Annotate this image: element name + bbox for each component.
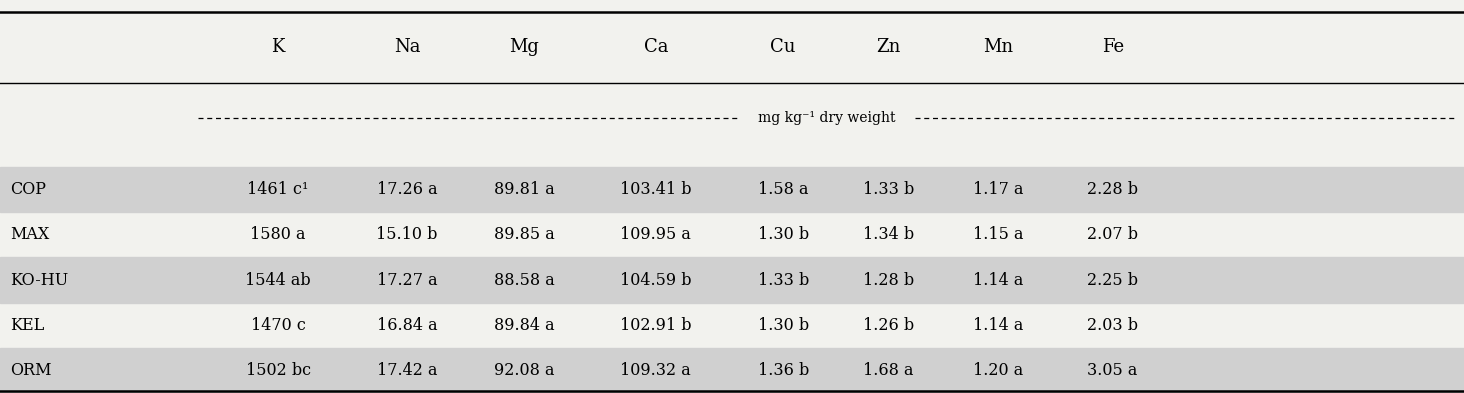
Text: 102.91 b: 102.91 b	[621, 317, 691, 334]
Text: 1580 a: 1580 a	[250, 226, 306, 243]
Text: 92.08 a: 92.08 a	[493, 362, 555, 379]
Text: 1.33 b: 1.33 b	[757, 272, 810, 288]
Text: 2.28 b: 2.28 b	[1088, 181, 1138, 198]
Text: KO-HU: KO-HU	[10, 272, 69, 288]
Text: 3.05 a: 3.05 a	[1088, 362, 1138, 379]
Text: 1.68 a: 1.68 a	[864, 362, 914, 379]
Text: ORM: ORM	[10, 362, 51, 379]
Text: Na: Na	[394, 38, 420, 56]
Bar	[0, 167, 1464, 212]
Text: 1461 c¹: 1461 c¹	[247, 181, 309, 198]
Text: 2.07 b: 2.07 b	[1088, 226, 1138, 243]
Text: Fe: Fe	[1101, 38, 1124, 56]
Text: 1.14 a: 1.14 a	[974, 272, 1023, 288]
Text: 1.34 b: 1.34 b	[864, 226, 914, 243]
Text: 2.03 b: 2.03 b	[1088, 317, 1138, 334]
Text: 88.58 a: 88.58 a	[493, 272, 555, 288]
Text: mg kg⁻¹ dry weight: mg kg⁻¹ dry weight	[758, 111, 896, 125]
Text: 2.25 b: 2.25 b	[1088, 272, 1138, 288]
Text: 1.58 a: 1.58 a	[758, 181, 808, 198]
Text: 1.20 a: 1.20 a	[974, 362, 1023, 379]
Text: 1.26 b: 1.26 b	[864, 317, 914, 334]
Text: Ca: Ca	[644, 38, 668, 56]
Text: 109.32 a: 109.32 a	[621, 362, 691, 379]
Text: Mg: Mg	[509, 38, 539, 56]
Text: 1502 bc: 1502 bc	[246, 362, 310, 379]
Text: 1.17 a: 1.17 a	[974, 181, 1023, 198]
Text: 1.15 a: 1.15 a	[974, 226, 1023, 243]
Text: 89.81 a: 89.81 a	[493, 181, 555, 198]
Text: 1.30 b: 1.30 b	[758, 317, 808, 334]
Text: 17.26 a: 17.26 a	[376, 181, 438, 198]
Text: 1544 ab: 1544 ab	[246, 272, 310, 288]
Text: K: K	[271, 38, 285, 56]
Bar	[0, 257, 1464, 303]
Text: Mn: Mn	[984, 38, 1013, 56]
Text: COP: COP	[10, 181, 47, 198]
Text: 89.84 a: 89.84 a	[493, 317, 555, 334]
Text: 16.84 a: 16.84 a	[376, 317, 438, 334]
Text: 103.41 b: 103.41 b	[621, 181, 691, 198]
Text: 1.14 a: 1.14 a	[974, 317, 1023, 334]
Text: 104.59 b: 104.59 b	[621, 272, 691, 288]
Text: 1.33 b: 1.33 b	[862, 181, 915, 198]
Text: 1.36 b: 1.36 b	[757, 362, 810, 379]
Text: 17.27 a: 17.27 a	[376, 272, 438, 288]
Text: 109.95 a: 109.95 a	[621, 226, 691, 243]
Text: 1470 c: 1470 c	[250, 317, 306, 334]
Bar	[0, 348, 1464, 393]
Text: MAX: MAX	[10, 226, 50, 243]
Text: KEL: KEL	[10, 317, 44, 334]
Text: 17.42 a: 17.42 a	[376, 362, 438, 379]
Text: Zn: Zn	[877, 38, 900, 56]
Text: 15.10 b: 15.10 b	[376, 226, 438, 243]
Text: Cu: Cu	[770, 38, 796, 56]
Text: 1.30 b: 1.30 b	[758, 226, 808, 243]
Text: 89.85 a: 89.85 a	[493, 226, 555, 243]
Text: 1.28 b: 1.28 b	[864, 272, 914, 288]
